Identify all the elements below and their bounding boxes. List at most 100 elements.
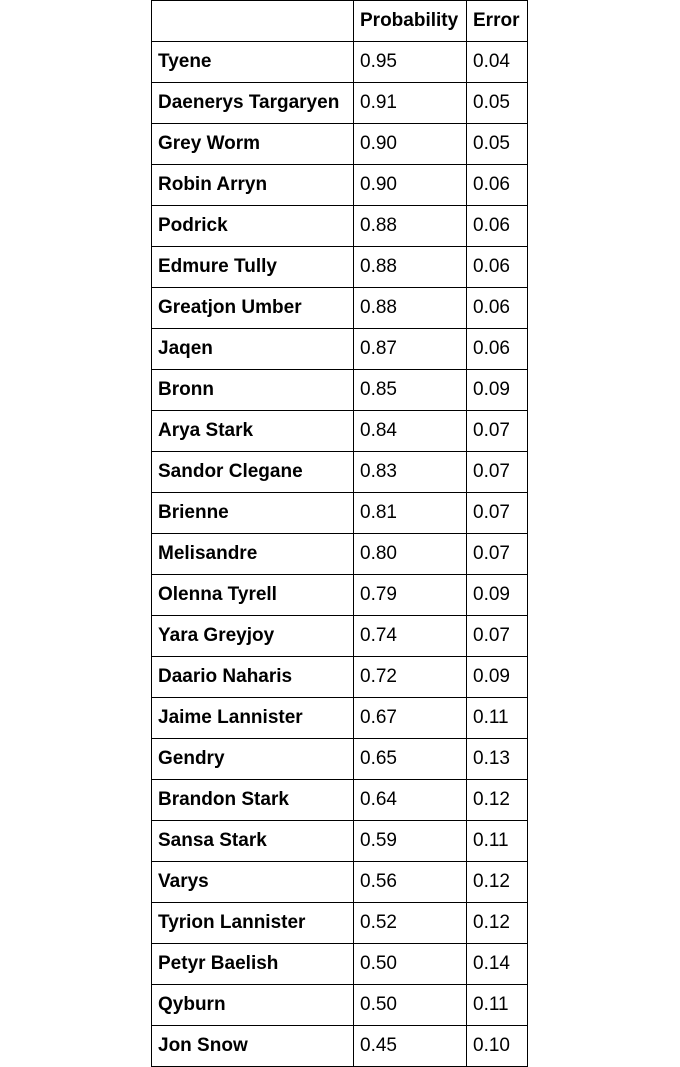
error-cell: 0.11 bbox=[466, 984, 528, 1026]
table-row: Varys 0.56 0.12 bbox=[151, 861, 528, 903]
character-name-cell: Daenerys Targaryen bbox=[151, 82, 354, 124]
probability-cell: 0.91 bbox=[353, 82, 467, 124]
probability-cell: 0.90 bbox=[353, 164, 467, 206]
error-cell: 0.13 bbox=[466, 738, 528, 780]
table-row: Robin Arryn 0.90 0.06 bbox=[151, 164, 528, 206]
probability-cell: 0.87 bbox=[353, 328, 467, 370]
probability-table: Probability Error Tyene 0.95 0.04 Daenerys … bbox=[151, 0, 528, 1067]
probability-cell: 0.88 bbox=[353, 205, 467, 247]
character-name-cell: Brandon Stark bbox=[151, 779, 354, 821]
table-row: Brienne 0.81 0.07 bbox=[151, 492, 528, 534]
probability-cell: 0.50 bbox=[353, 984, 467, 1026]
table-row: Sansa Stark 0.59 0.11 bbox=[151, 820, 528, 862]
table-row: Arya Stark 0.84 0.07 bbox=[151, 410, 528, 452]
error-cell: 0.06 bbox=[466, 205, 528, 247]
probability-cell: 0.56 bbox=[353, 861, 467, 903]
character-name-cell: Robin Arryn bbox=[151, 164, 354, 206]
probability-cell: 0.72 bbox=[353, 656, 467, 698]
table-row: Daario Naharis 0.72 0.09 bbox=[151, 656, 528, 698]
probability-cell: 0.88 bbox=[353, 287, 467, 329]
error-cell: 0.06 bbox=[466, 287, 528, 329]
character-name-cell: Jaqen bbox=[151, 328, 354, 370]
error-cell: 0.09 bbox=[466, 369, 528, 411]
character-name-cell: Melisandre bbox=[151, 533, 354, 575]
table-row: Jaime Lannister 0.67 0.11 bbox=[151, 697, 528, 739]
character-name-cell: Petyr Baelish bbox=[151, 943, 354, 985]
probability-cell: 0.84 bbox=[353, 410, 467, 452]
probability-cell: 0.95 bbox=[353, 41, 467, 83]
header-probability: Probability bbox=[353, 0, 467, 42]
probability-cell: 0.65 bbox=[353, 738, 467, 780]
table-row: Qyburn 0.50 0.11 bbox=[151, 984, 528, 1026]
table-row: Greatjon Umber 0.88 0.06 bbox=[151, 287, 528, 329]
table-row: Bronn 0.85 0.09 bbox=[151, 369, 528, 411]
error-cell: 0.07 bbox=[466, 410, 528, 452]
header-row: Probability Error bbox=[151, 0, 528, 42]
probability-cell: 0.83 bbox=[353, 451, 467, 493]
error-cell: 0.06 bbox=[466, 328, 528, 370]
character-name-cell: Qyburn bbox=[151, 984, 354, 1026]
error-cell: 0.05 bbox=[466, 123, 528, 165]
character-name-cell: Tyrion Lannister bbox=[151, 902, 354, 944]
probability-cell: 0.45 bbox=[353, 1025, 467, 1067]
table-row: Tyene 0.95 0.04 bbox=[151, 41, 528, 83]
table-row: Jaqen 0.87 0.06 bbox=[151, 328, 528, 370]
character-name-cell: Greatjon Umber bbox=[151, 287, 354, 329]
error-cell: 0.10 bbox=[466, 1025, 528, 1067]
table-row: Melisandre 0.80 0.07 bbox=[151, 533, 528, 575]
character-name-cell: Sansa Stark bbox=[151, 820, 354, 862]
error-cell: 0.06 bbox=[466, 164, 528, 206]
error-cell: 0.11 bbox=[466, 820, 528, 862]
probability-cell: 0.80 bbox=[353, 533, 467, 575]
table-header: Probability Error bbox=[151, 0, 528, 42]
error-cell: 0.07 bbox=[466, 533, 528, 575]
table-row: Daenerys Targaryen 0.91 0.05 bbox=[151, 82, 528, 124]
probability-cell: 0.85 bbox=[353, 369, 467, 411]
character-name-cell: Edmure Tully bbox=[151, 246, 354, 288]
probability-cell: 0.64 bbox=[353, 779, 467, 821]
character-name-cell: Yara Greyjoy bbox=[151, 615, 354, 657]
table-row: Petyr Baelish 0.50 0.14 bbox=[151, 943, 528, 985]
character-name-cell: Brienne bbox=[151, 492, 354, 534]
probability-cell: 0.52 bbox=[353, 902, 467, 944]
error-cell: 0.07 bbox=[466, 615, 528, 657]
error-cell: 0.07 bbox=[466, 492, 528, 534]
error-cell: 0.04 bbox=[466, 41, 528, 83]
probability-cell: 0.67 bbox=[353, 697, 467, 739]
error-cell: 0.05 bbox=[466, 82, 528, 124]
probability-table-container: Probability Error Tyene 0.95 0.04 Daenerys … bbox=[151, 0, 528, 1067]
error-cell: 0.06 bbox=[466, 246, 528, 288]
error-cell: 0.12 bbox=[466, 861, 528, 903]
table-row: Gendry 0.65 0.13 bbox=[151, 738, 528, 780]
table-row: Sandor Clegane 0.83 0.07 bbox=[151, 451, 528, 493]
probability-cell: 0.79 bbox=[353, 574, 467, 616]
character-name-cell: Daario Naharis bbox=[151, 656, 354, 698]
table-body: Tyene 0.95 0.04 Daenerys Targaryen 0.91 0.05 G… bbox=[151, 41, 528, 1067]
error-cell: 0.12 bbox=[466, 779, 528, 821]
error-cell: 0.07 bbox=[466, 451, 528, 493]
probability-cell: 0.90 bbox=[353, 123, 467, 165]
table-row: Grey Worm 0.90 0.05 bbox=[151, 123, 528, 165]
table-row: Olenna Tyrell 0.79 0.09 bbox=[151, 574, 528, 616]
error-cell: 0.09 bbox=[466, 574, 528, 616]
table-row: Edmure Tully 0.88 0.06 bbox=[151, 246, 528, 288]
character-name-cell: Sandor Clegane bbox=[151, 451, 354, 493]
character-name-cell: Varys bbox=[151, 861, 354, 903]
character-name-cell: Grey Worm bbox=[151, 123, 354, 165]
probability-cell: 0.81 bbox=[353, 492, 467, 534]
character-name-cell: Podrick bbox=[151, 205, 354, 247]
error-cell: 0.11 bbox=[466, 697, 528, 739]
character-name-cell: Tyene bbox=[151, 41, 354, 83]
table-row: Jon Snow 0.45 0.10 bbox=[151, 1025, 528, 1067]
error-cell: 0.09 bbox=[466, 656, 528, 698]
character-name-cell: Arya Stark bbox=[151, 410, 354, 452]
character-name-cell: Bronn bbox=[151, 369, 354, 411]
character-name-cell: Jaime Lannister bbox=[151, 697, 354, 739]
probability-cell: 0.50 bbox=[353, 943, 467, 985]
table-row: Brandon Stark 0.64 0.12 bbox=[151, 779, 528, 821]
error-cell: 0.12 bbox=[466, 902, 528, 944]
header-error: Error bbox=[466, 0, 528, 42]
probability-cell: 0.88 bbox=[353, 246, 467, 288]
table-row: Tyrion Lannister 0.52 0.12 bbox=[151, 902, 528, 944]
table-row: Podrick 0.88 0.06 bbox=[151, 205, 528, 247]
